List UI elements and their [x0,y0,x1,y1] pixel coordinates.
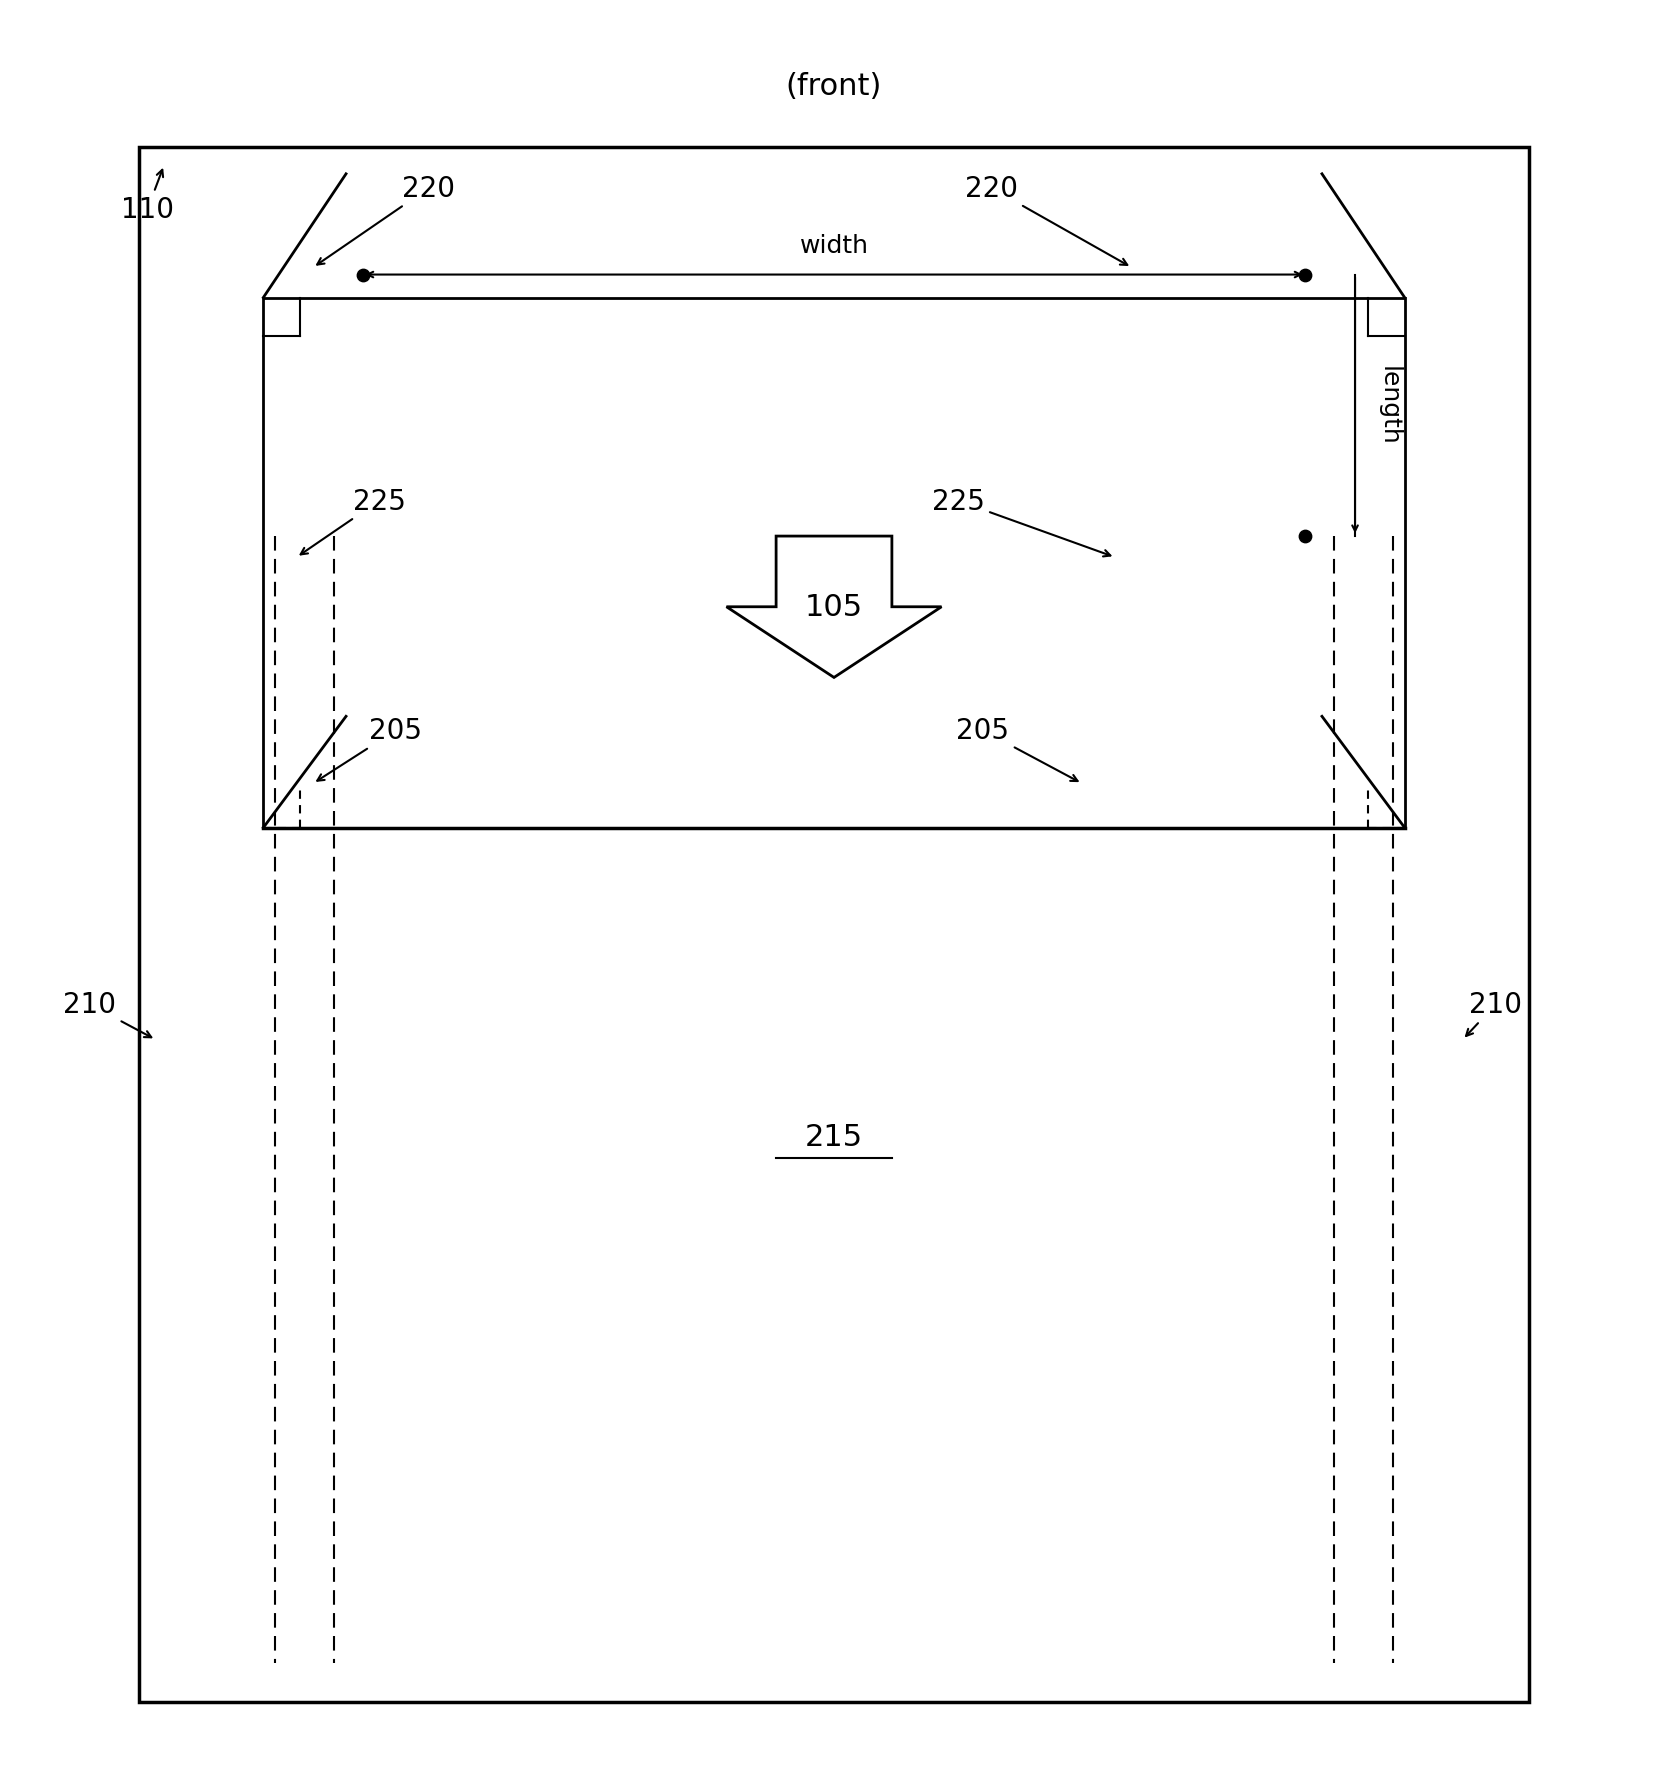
Point [1293,523,1319,552]
Point [349,262,375,290]
Polygon shape [727,538,941,678]
Text: 210: 210 [63,991,152,1038]
Text: 205: 205 [317,717,422,781]
Text: 210: 210 [1466,991,1523,1036]
Text: 220: 220 [964,174,1128,265]
Text: 225: 225 [300,488,405,555]
Text: (front): (front) [786,71,882,101]
Text: 215: 215 [806,1123,862,1152]
Text: 205: 205 [956,717,1078,781]
Text: 220: 220 [317,174,455,265]
Bar [264,299,1404,828]
Point [1293,262,1319,290]
Text: width: width [799,233,869,258]
Text: 105: 105 [806,593,862,621]
Text: length: length [1376,367,1401,447]
Bar [138,148,1530,1702]
Text: 110: 110 [122,171,173,224]
Text: 225: 225 [932,488,1111,557]
